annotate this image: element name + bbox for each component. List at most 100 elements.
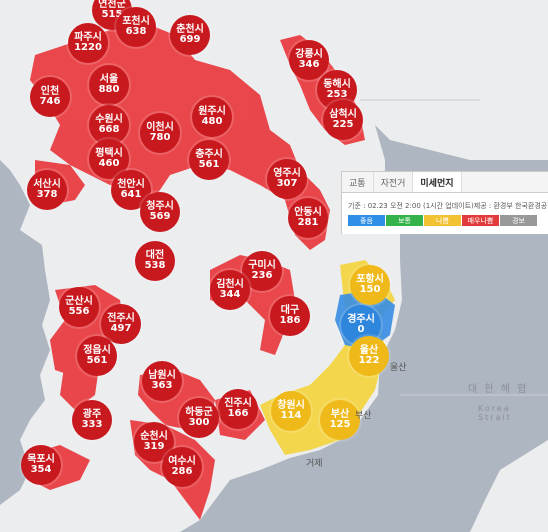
marker-name: 목포시 bbox=[27, 453, 55, 465]
marker-value: 699 bbox=[179, 34, 201, 45]
marker-7[interactable]: 서울 880 bbox=[89, 65, 129, 105]
marker-name: 하동군 bbox=[185, 406, 213, 418]
marker-9[interactable]: 수원시 668 bbox=[89, 105, 129, 145]
marker-name: 춘천시 bbox=[176, 23, 204, 35]
map-label-busan: 부산 bbox=[355, 411, 372, 421]
marker-2[interactable]: 포천시 638 bbox=[116, 7, 156, 47]
map-label-geoje: 거제 bbox=[306, 459, 323, 469]
marker-name: 남원시 bbox=[148, 369, 176, 381]
marker-6[interactable]: 인천 746 bbox=[30, 77, 70, 117]
panel-tabs: 교통 자전거 미세먼지 bbox=[342, 172, 548, 193]
tab-bicycle[interactable]: 자전거 bbox=[374, 172, 414, 192]
marker-value: 668 bbox=[98, 124, 120, 135]
marker-23[interactable]: 김천시 344 bbox=[210, 270, 250, 310]
marker-value: 225 bbox=[332, 119, 354, 130]
marker-name: 인천 bbox=[40, 85, 60, 97]
marker-name: 부산 bbox=[330, 408, 350, 420]
marker-11[interactable]: 이천시 780 bbox=[140, 113, 180, 153]
marker-name: 창원시 bbox=[277, 399, 305, 411]
info-panel: 교통 자전거 미세먼지 기준 : 02.23 오전 2:00 (1시간 업데이트… bbox=[341, 171, 548, 234]
marker-name: 강릉시 bbox=[295, 48, 323, 60]
marker-10[interactable]: 원주시 480 bbox=[192, 97, 232, 137]
marker-name: 원주시 bbox=[198, 105, 226, 117]
marker-name: 여수시 bbox=[168, 455, 196, 467]
marker-value: 354 bbox=[30, 464, 52, 475]
sea-label-korean: 대 한 해 협 bbox=[468, 384, 529, 395]
marker-20[interactable]: 대전 538 bbox=[135, 241, 175, 281]
marker-name: 청주시 bbox=[146, 200, 174, 212]
marker-value: 880 bbox=[98, 84, 120, 95]
marker-name: 경주시 bbox=[347, 313, 375, 325]
marker-name: 이천시 bbox=[146, 121, 174, 133]
marker-3[interactable]: 파주시 1220 bbox=[68, 23, 108, 63]
marker-value: 561 bbox=[198, 159, 220, 170]
marker-12[interactable]: 삼척시 225 bbox=[323, 100, 363, 140]
marker-name: 천안시 bbox=[117, 178, 145, 190]
marker-4[interactable]: 춘천시 699 bbox=[170, 15, 210, 55]
marker-value: 460 bbox=[98, 158, 120, 169]
marker-18[interactable]: 청주시 569 bbox=[140, 192, 180, 232]
marker-24[interactable]: 군산시 556 bbox=[59, 287, 99, 327]
legend-good: 좋음 bbox=[348, 215, 385, 226]
marker-value: 1220 bbox=[74, 42, 102, 53]
marker-16[interactable]: 서산시 378 bbox=[27, 170, 67, 210]
panel-info-row: 기준 : 02.23 오전 2:00 (1시간 업데이트) 제공 : 환경부 한… bbox=[342, 193, 548, 215]
marker-21[interactable]: 구미시 236 bbox=[242, 251, 282, 291]
marker-34[interactable]: 하동군 300 bbox=[179, 398, 219, 438]
marker-28[interactable]: 정읍시 561 bbox=[77, 336, 117, 376]
marker-name: 영주시 bbox=[273, 167, 301, 179]
marker-value: 281 bbox=[297, 217, 319, 228]
marker-38[interactable]: 여수시 286 bbox=[162, 447, 202, 487]
marker-name: 구미시 bbox=[248, 259, 276, 271]
marker-26[interactable]: 대구 186 bbox=[270, 296, 310, 336]
marker-value: 300 bbox=[188, 417, 210, 428]
marker-name: 순천시 bbox=[140, 430, 168, 442]
marker-value: 556 bbox=[68, 306, 90, 317]
marker-value: 253 bbox=[326, 89, 348, 100]
marker-name: 파주시 bbox=[74, 31, 102, 43]
marker-14[interactable]: 충주시 561 bbox=[189, 140, 229, 180]
data-source: 제공 : 환경부 한국환경공단 bbox=[473, 202, 548, 210]
marker-19[interactable]: 안동시 281 bbox=[288, 198, 328, 238]
marker-22[interactable]: 포항시 150 bbox=[350, 265, 390, 305]
marker-name: 수원시 bbox=[95, 113, 123, 125]
marker-25[interactable]: 전주시 497 bbox=[101, 304, 141, 344]
marker-name: 포항시 bbox=[356, 273, 384, 285]
marker-33[interactable]: 광주 333 bbox=[72, 400, 112, 440]
marker-value: 780 bbox=[149, 132, 171, 143]
marker-32[interactable]: 창원시 114 bbox=[271, 391, 311, 431]
marker-name: 삼척시 bbox=[329, 108, 357, 120]
marker-37[interactable]: 목포시 354 bbox=[21, 445, 61, 485]
map-label-ulsan: 울산 bbox=[390, 363, 407, 373]
marker-value: 150 bbox=[359, 284, 381, 295]
marker-value: 746 bbox=[39, 96, 61, 107]
legend-bad: 나쁨 bbox=[424, 215, 461, 226]
marker-5[interactable]: 강릉시 346 bbox=[289, 40, 329, 80]
legend: 좋음 보통 나쁨 매우나쁨 경보 bbox=[342, 215, 548, 226]
marker-name: 동해시 bbox=[323, 78, 351, 90]
marker-31[interactable]: 진주시 166 bbox=[218, 389, 258, 429]
marker-29[interactable]: 울산 122 bbox=[349, 336, 389, 376]
tab-traffic[interactable]: 교통 bbox=[342, 172, 374, 192]
marker-name: 광주 bbox=[82, 408, 102, 420]
marker-value: 346 bbox=[298, 59, 320, 70]
marker-15[interactable]: 영주시 307 bbox=[267, 159, 307, 199]
tab-fine-dust[interactable]: 미세먼지 bbox=[413, 172, 462, 192]
marker-name: 군산시 bbox=[65, 295, 93, 307]
marker-value: 641 bbox=[120, 189, 142, 200]
marker-value: 638 bbox=[125, 26, 147, 37]
marker-value: 515 bbox=[101, 9, 123, 20]
legend-normal: 보통 bbox=[386, 215, 423, 226]
marker-30[interactable]: 남원시 363 bbox=[142, 361, 182, 401]
marker-name: 진주시 bbox=[224, 397, 252, 409]
marker-value: 307 bbox=[276, 178, 298, 189]
land-japan bbox=[470, 440, 548, 532]
marker-value: 166 bbox=[227, 408, 249, 419]
marker-value: 333 bbox=[81, 419, 103, 430]
marker-value: 186 bbox=[279, 315, 301, 326]
marker-value: 497 bbox=[110, 323, 132, 334]
marker-value: 319 bbox=[143, 441, 165, 452]
marker-35[interactable]: 부산 125 bbox=[320, 400, 360, 440]
marker-name: 정읍시 bbox=[83, 344, 111, 356]
marker-value: 236 bbox=[251, 270, 273, 281]
